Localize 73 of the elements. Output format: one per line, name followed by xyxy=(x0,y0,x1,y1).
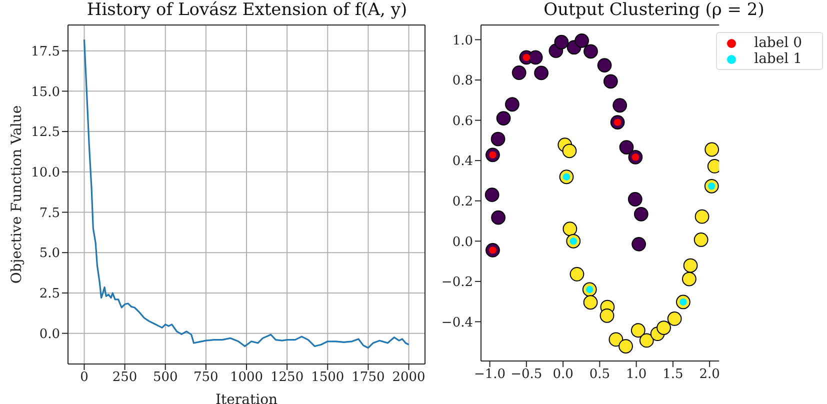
y-tick-label: 0.4 xyxy=(452,154,473,170)
x-tick-label: 2.0 xyxy=(699,367,720,382)
legend-label: label 0 xyxy=(754,35,802,51)
x-axis-title: Iteration xyxy=(215,392,278,404)
point xyxy=(528,50,543,65)
y-tick-label: 2.5 xyxy=(39,286,60,302)
chart-title: Output Clustering (ρ = 2) xyxy=(542,0,766,20)
x-tick-label: 1750 xyxy=(352,370,385,386)
point xyxy=(574,34,590,48)
point xyxy=(683,258,698,273)
x-tick-label: 0.0 xyxy=(552,367,574,382)
point xyxy=(682,272,696,286)
x-tick-label: 1.5 xyxy=(662,367,684,382)
point xyxy=(618,339,633,354)
point xyxy=(632,236,646,252)
point xyxy=(490,132,506,146)
y-tick-label: −0.4 xyxy=(441,315,473,330)
point xyxy=(600,308,614,323)
x-tick-label: 750 xyxy=(194,370,218,386)
y-tick-label: 0.6 xyxy=(452,114,473,129)
x-tick-label: −1.0 xyxy=(474,367,506,382)
point xyxy=(704,142,720,157)
point xyxy=(562,144,577,158)
y-tick-label: 0.0 xyxy=(452,234,473,250)
x-tick-label: 1000 xyxy=(230,370,264,386)
point xyxy=(612,98,628,113)
point xyxy=(534,66,548,80)
point xyxy=(694,232,708,247)
point xyxy=(639,333,654,348)
point xyxy=(570,266,584,282)
y-tick-label: 12.5 xyxy=(31,125,60,140)
point xyxy=(562,222,578,236)
point xyxy=(608,332,624,347)
point xyxy=(512,66,526,80)
x-tick-label: 1250 xyxy=(270,370,304,386)
point xyxy=(505,97,520,112)
x-tick-label: 500 xyxy=(152,370,178,386)
point xyxy=(694,209,710,224)
chart-title: History of Lovász Extension of f(A, y) xyxy=(86,0,408,20)
x-tick-label: 0 xyxy=(80,370,88,386)
line-series xyxy=(83,38,410,349)
point xyxy=(554,34,569,50)
x-tick-label: 1.0 xyxy=(626,367,647,382)
point xyxy=(584,44,598,59)
point xyxy=(603,74,618,89)
y-tick-label: 15.0 xyxy=(31,84,60,100)
x-tick-label: 0.5 xyxy=(589,367,610,382)
y-tick-label: −0.2 xyxy=(441,275,473,290)
point xyxy=(628,192,642,206)
y-tick-label: 7.5 xyxy=(39,206,60,221)
point xyxy=(667,312,682,326)
point xyxy=(583,295,598,310)
point xyxy=(656,320,671,335)
y-tick-label: 5.0 xyxy=(39,246,60,262)
y-tick-label: 0.2 xyxy=(452,194,473,210)
point xyxy=(619,140,634,154)
point xyxy=(597,58,612,72)
y-tick-label: 0.8 xyxy=(452,74,473,89)
y-tick-label: 0.0 xyxy=(39,326,60,342)
x-tick-label: −0.5 xyxy=(510,367,542,382)
y-axis-title: Objective Function Value xyxy=(8,105,25,284)
y-tick-label: 1.0 xyxy=(452,33,473,48)
point xyxy=(484,188,500,202)
y-tick-label: 10.0 xyxy=(31,166,60,181)
point xyxy=(496,111,511,126)
x-tick-label: 250 xyxy=(112,370,138,386)
x-tick-label: 2000 xyxy=(392,370,426,386)
y-tick-label: 17.5 xyxy=(31,44,60,60)
point xyxy=(634,206,648,222)
x-tick-label: 1500 xyxy=(311,370,344,386)
legend-label: label 1 xyxy=(754,51,802,67)
point xyxy=(630,323,646,338)
point xyxy=(491,210,506,225)
